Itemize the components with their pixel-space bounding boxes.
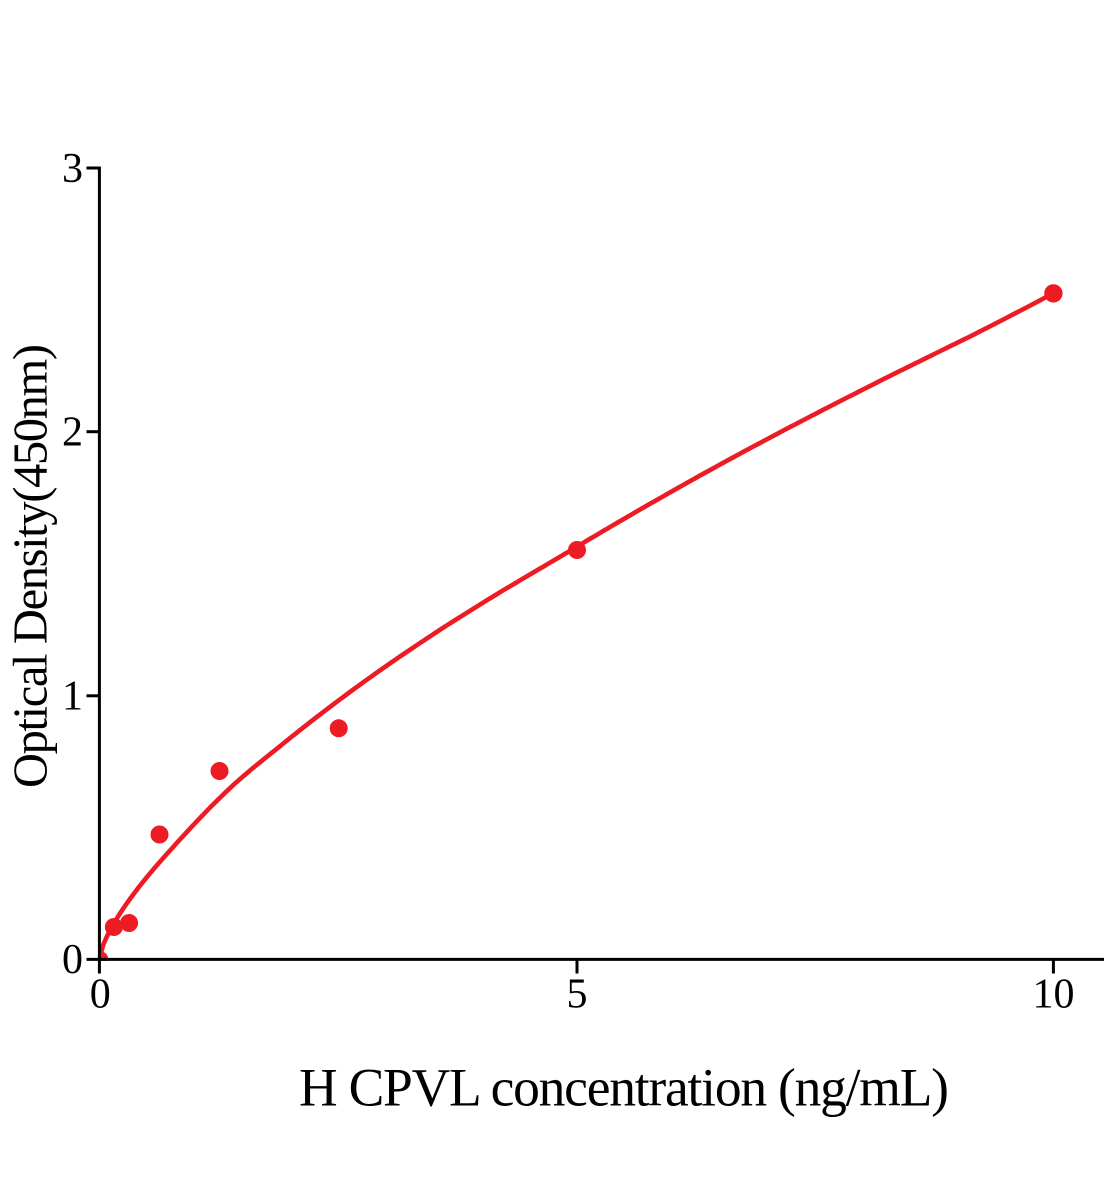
svg-text:3: 3 bbox=[62, 146, 83, 192]
svg-text:5: 5 bbox=[567, 972, 588, 1018]
svg-text:0: 0 bbox=[90, 972, 111, 1018]
svg-text:H CPVL concentration (ng/mL): H CPVL concentration (ng/mL) bbox=[299, 1058, 949, 1118]
svg-text:10: 10 bbox=[1033, 972, 1075, 1018]
svg-text:0: 0 bbox=[62, 937, 83, 983]
svg-text:Optical Density(450nm): Optical Density(450nm) bbox=[5, 344, 58, 788]
svg-text:1: 1 bbox=[62, 674, 83, 720]
svg-text:2: 2 bbox=[62, 410, 83, 456]
